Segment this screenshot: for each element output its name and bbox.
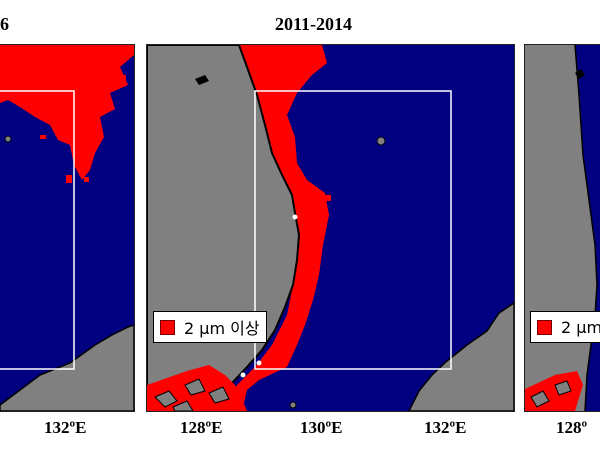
- domain-box: [0, 90, 75, 370]
- center-map-svg: [147, 45, 514, 411]
- left-map-svg: [0, 45, 134, 411]
- right-map-svg: [525, 45, 600, 411]
- center-legend: 2 μm 이상: [153, 311, 267, 343]
- center-map-panel: [146, 44, 515, 412]
- sea-area-strip: [575, 45, 600, 411]
- japan-land: [408, 302, 514, 411]
- small-island: [195, 75, 209, 85]
- domain-box: [254, 90, 452, 370]
- red-region-left: [0, 45, 134, 183]
- coastline: [574, 45, 598, 411]
- southern-coast-islands: [525, 371, 583, 411]
- small-island-south: [289, 401, 297, 409]
- tick-center-132e: 132ºE: [424, 418, 467, 437]
- left-map-panel: [0, 44, 135, 412]
- right-map-panel: [524, 44, 600, 412]
- left-panel-title-partial: 6: [0, 14, 9, 34]
- tick-right-128e: 128º: [556, 418, 588, 437]
- small-island: [575, 69, 585, 79]
- ulleungdo-island: [376, 136, 386, 146]
- red-region-center: [233, 45, 331, 411]
- tick-center-128e: 128ºE: [180, 418, 223, 437]
- center-panel-title: 2011-2014: [275, 14, 353, 34]
- tick-left-132e: 132ºE: [44, 418, 87, 437]
- island: [4, 135, 12, 143]
- legend-label: 2 μm 이상: [184, 319, 260, 338]
- right-legend: 2 μm: [530, 311, 600, 343]
- legend-swatch: [160, 319, 175, 335]
- legend-swatch: [537, 319, 552, 335]
- legend-label: 2 μm: [561, 317, 600, 337]
- southern-coast-islands: [147, 214, 298, 411]
- tick-center-130e: 130ºE: [300, 418, 343, 437]
